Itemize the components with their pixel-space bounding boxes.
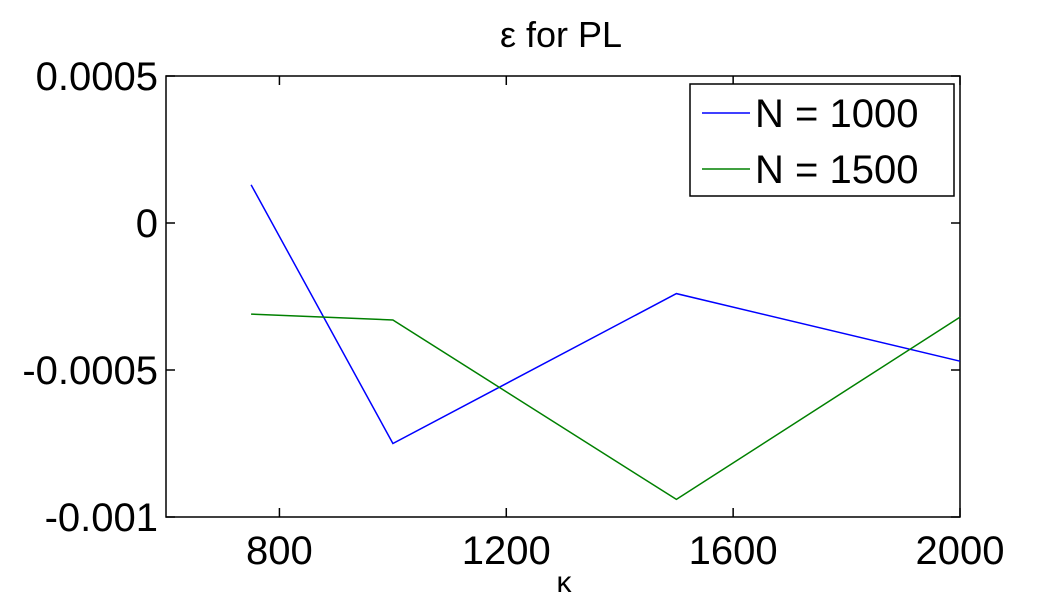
series-line-1 bbox=[250, 184, 961, 445]
y-tick-label: -0.0005 bbox=[22, 349, 158, 393]
legend-label: N = 1000 bbox=[755, 92, 918, 136]
x-axis-label: κ bbox=[557, 566, 573, 599]
series-line-2 bbox=[251, 313, 961, 501]
plot-area-frame bbox=[165, 75, 961, 518]
legend-label: N = 1500 bbox=[755, 148, 918, 192]
x-tick-label: 1200 bbox=[462, 529, 551, 573]
y-tick-label: 0.0005 bbox=[36, 55, 158, 99]
x-tick-label: 1600 bbox=[689, 529, 778, 573]
series-lines bbox=[250, 184, 961, 501]
chart-title: ε for PL bbox=[500, 14, 622, 55]
x-tick-label: 2000 bbox=[916, 529, 1005, 573]
axis-ticks: 800 1200 1600 2000 -0.001 -0.0005 0 0.0005 bbox=[22, 55, 1004, 573]
legend: N = 1000 N = 1500 bbox=[689, 83, 955, 197]
y-tick-label: -0.001 bbox=[45, 496, 158, 540]
x-tick-label: 800 bbox=[246, 529, 313, 573]
y-tick-label: 0 bbox=[136, 202, 158, 246]
legend-box bbox=[689, 83, 955, 197]
legend-items: N = 1000 N = 1500 bbox=[702, 92, 918, 192]
